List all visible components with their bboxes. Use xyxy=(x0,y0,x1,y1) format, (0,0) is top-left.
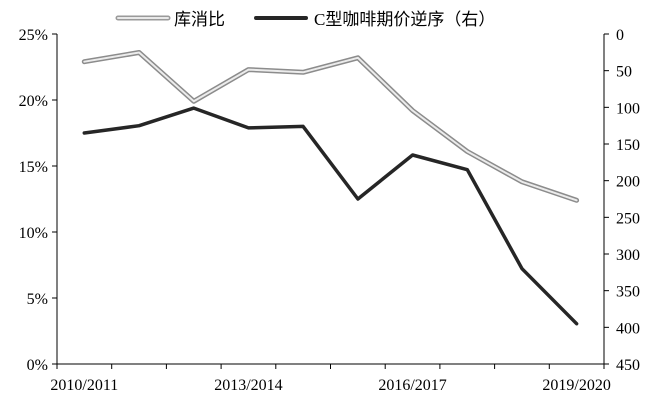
right-axis-tick-label: 0 xyxy=(616,27,624,44)
x-axis-tick-label: 2016/2017 xyxy=(378,377,446,394)
right-axis-tick-label: 400 xyxy=(616,320,640,337)
x-axis-tick-label: 2013/2014 xyxy=(214,377,282,394)
legend-item-stock-to-use: 库消比 xyxy=(118,10,225,29)
x-axis: 2010/2011 2013/2014 2016/2017 2019/2020 xyxy=(50,364,610,394)
left-axis-tick-label: 5% xyxy=(27,291,48,308)
right-axis-tick-label: 450 xyxy=(616,357,640,374)
right-axis-tick-label: 200 xyxy=(616,174,640,191)
right-axis-tick-label: 350 xyxy=(616,284,640,301)
x-axis-tick-label: 2010/2011 xyxy=(50,377,118,394)
left-axis-tick-label: 15% xyxy=(19,159,48,176)
left-axis-tick-label: 25% xyxy=(19,27,48,44)
right-axis-tick-label: 100 xyxy=(616,100,640,117)
series-line-coffee-price xyxy=(84,108,576,324)
right-axis-tick-label: 50 xyxy=(616,64,632,81)
left-axis-tick-label: 10% xyxy=(19,225,48,242)
series-line-stock-to-use-highlight xyxy=(84,53,576,201)
x-axis-ticks: 2010/2011 2013/2014 2016/2017 2019/2020 xyxy=(50,364,610,394)
legend-label-coffee-price: C型咖啡期价逆序（右） xyxy=(314,10,495,29)
right-axis-ticks: 0 50 100 150 200 250 300 350 400 450 xyxy=(604,27,640,374)
left-axis-tick-label: 0% xyxy=(27,357,48,374)
right-axis-tick-label: 150 xyxy=(616,137,640,154)
left-axis-tick-label: 20% xyxy=(19,93,48,110)
series-line-stock-to-use xyxy=(84,53,576,201)
legend: 库消比 C型咖啡期价逆序（右） xyxy=(118,10,495,29)
left-axis-ticks: 0% 5% 10% 15% 20% 25% xyxy=(19,27,57,374)
left-axis: 0% 5% 10% 15% 20% 25% xyxy=(19,27,57,374)
right-axis: 0 50 100 150 200 250 300 350 400 450 xyxy=(604,27,640,374)
right-axis-tick-label: 300 xyxy=(616,247,640,264)
legend-item-coffee-price: C型咖啡期价逆序（右） xyxy=(256,10,495,29)
right-axis-tick-label: 250 xyxy=(616,210,640,227)
legend-label-stock-to-use: 库消比 xyxy=(174,10,225,29)
x-axis-tick-label: 2019/2020 xyxy=(542,377,610,394)
plot-area xyxy=(84,52,576,323)
